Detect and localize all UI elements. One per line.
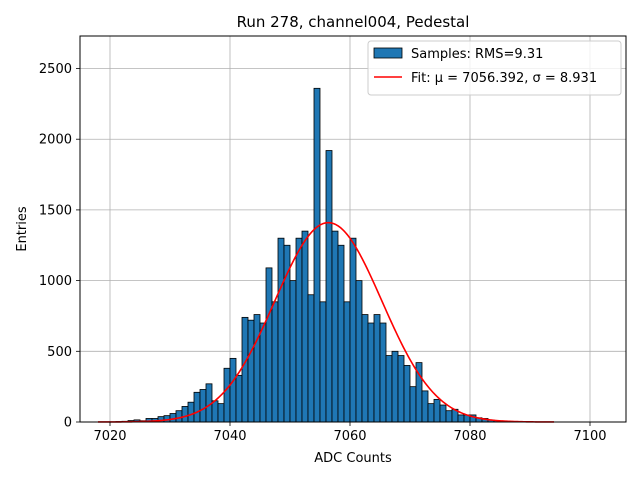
histogram-bar (445, 410, 453, 423)
histogram-bar (169, 413, 177, 423)
histogram-bar (457, 414, 465, 423)
legend-samples-swatch (373, 47, 403, 59)
histogram-bar (349, 237, 357, 423)
y-tick-label: 2500 (39, 62, 72, 77)
histogram-bar (235, 374, 243, 423)
histogram-bar (283, 244, 291, 423)
chart-title: Run 278, channel004, Pedestal (237, 13, 470, 31)
histogram-bar (253, 314, 261, 423)
legend: Samples: RMS=9.31 Fit: μ = 7056.392, σ =… (367, 40, 622, 96)
x-tick-label: 7040 (213, 429, 246, 444)
histogram-bar (397, 355, 405, 423)
histogram-bar (199, 389, 207, 423)
histogram-bar (241, 316, 249, 423)
histogram-bar (301, 230, 309, 423)
histogram-bar (343, 301, 351, 423)
y-tick-label: 1000 (39, 274, 72, 289)
histogram-bar (367, 322, 375, 423)
histogram-bar (211, 400, 219, 423)
histogram-bar (433, 398, 441, 423)
histogram-bar (427, 403, 435, 423)
histogram-bar (379, 322, 387, 423)
x-tick-label: 7080 (453, 429, 486, 444)
y-axis-label: Entries (15, 206, 30, 252)
histogram-bar (337, 244, 345, 423)
histogram-bar (181, 406, 189, 423)
histogram-bar (193, 391, 201, 423)
x-tick-label: 7100 (573, 429, 606, 444)
x-tick-label: 7060 (333, 429, 366, 444)
fit-curve (98, 221, 554, 423)
histogram-bar (289, 280, 297, 423)
histogram-bar (295, 237, 303, 423)
histogram-bar (175, 410, 183, 423)
histogram-bar (403, 365, 411, 423)
histogram-bar (187, 401, 195, 423)
histogram-bar (265, 267, 273, 423)
histogram-bar (271, 301, 279, 423)
histogram-bar (361, 314, 369, 423)
histogram-bar (355, 280, 363, 423)
y-axis: 0 500 1000 1500 2000 2500 (39, 62, 80, 431)
histogram-bar (325, 150, 333, 423)
histogram-bar (331, 230, 339, 423)
histogram-bar (385, 355, 393, 423)
histogram-bar (313, 87, 321, 423)
y-tick-label: 2000 (39, 133, 72, 148)
histogram-bar (319, 301, 327, 423)
histogram-bar (373, 314, 381, 423)
histogram-bar (229, 357, 237, 423)
legend-box (367, 40, 622, 96)
histogram-bar (409, 386, 417, 423)
x-tick-label: 7020 (93, 429, 126, 444)
legend-samples-label: Samples: RMS=9.31 (411, 47, 543, 62)
histogram-bar (439, 404, 447, 423)
histogram-bar (307, 294, 315, 423)
x-axis: 7020 7040 7060 7080 7100 (93, 422, 607, 444)
y-tick-label: 1500 (39, 203, 72, 218)
histogram-bar (247, 319, 255, 423)
histogram-bar (217, 403, 225, 423)
histogram-bar (259, 322, 267, 423)
histogram-bar (277, 237, 285, 423)
histogram-bar (223, 367, 231, 423)
plot-frame (79, 35, 627, 423)
x-axis-label: ADC Counts (314, 451, 392, 466)
y-tick-label: 0 (64, 416, 72, 431)
histogram-bar (421, 390, 429, 423)
legend-fit-label: Fit: μ = 7056.392, σ = 8.931 (411, 71, 597, 86)
histogram-bar (391, 350, 399, 423)
y-tick-label: 500 (47, 345, 72, 360)
